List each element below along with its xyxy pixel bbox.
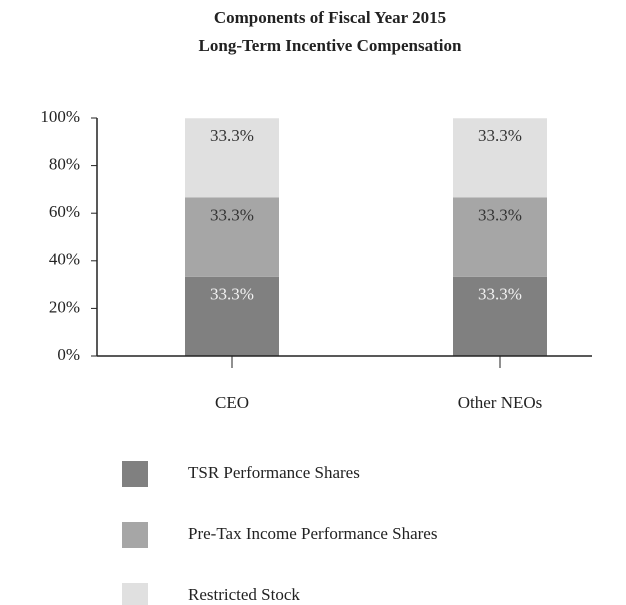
- legend-label: Pre-Tax Income Performance Shares: [188, 524, 437, 543]
- legend-swatch: [122, 522, 148, 548]
- bar-segment: [453, 118, 547, 198]
- chart-title: Components of Fiscal Year 2015: [214, 8, 446, 27]
- value-label: 33.3%: [478, 285, 522, 304]
- bar-segment: [185, 197, 279, 277]
- bar-segment: [185, 118, 279, 198]
- y-tick-label: 0%: [57, 345, 80, 364]
- bar-segment: [453, 197, 547, 277]
- y-tick-label: 40%: [49, 250, 80, 269]
- bar-segment: [185, 276, 279, 356]
- chart-title: Long-Term Incentive Compensation: [199, 36, 462, 55]
- legend-label: TSR Performance Shares: [188, 463, 360, 482]
- y-tick-label: 20%: [49, 297, 80, 316]
- legend-label: Restricted Stock: [188, 585, 300, 604]
- value-label: 33.3%: [210, 205, 254, 224]
- bar-segment: [453, 276, 547, 356]
- x-tick-label: CEO: [215, 393, 249, 412]
- legend-swatch: [122, 461, 148, 487]
- y-tick-label: 80%: [49, 155, 80, 174]
- legend-swatch: [122, 583, 148, 605]
- value-label: 33.3%: [210, 126, 254, 145]
- value-label: 33.3%: [210, 285, 254, 304]
- value-label: 33.3%: [478, 205, 522, 224]
- y-tick-label: 60%: [49, 202, 80, 221]
- value-label: 33.3%: [478, 126, 522, 145]
- y-tick-label: 100%: [40, 107, 80, 126]
- x-tick-label: Other NEOs: [458, 393, 543, 412]
